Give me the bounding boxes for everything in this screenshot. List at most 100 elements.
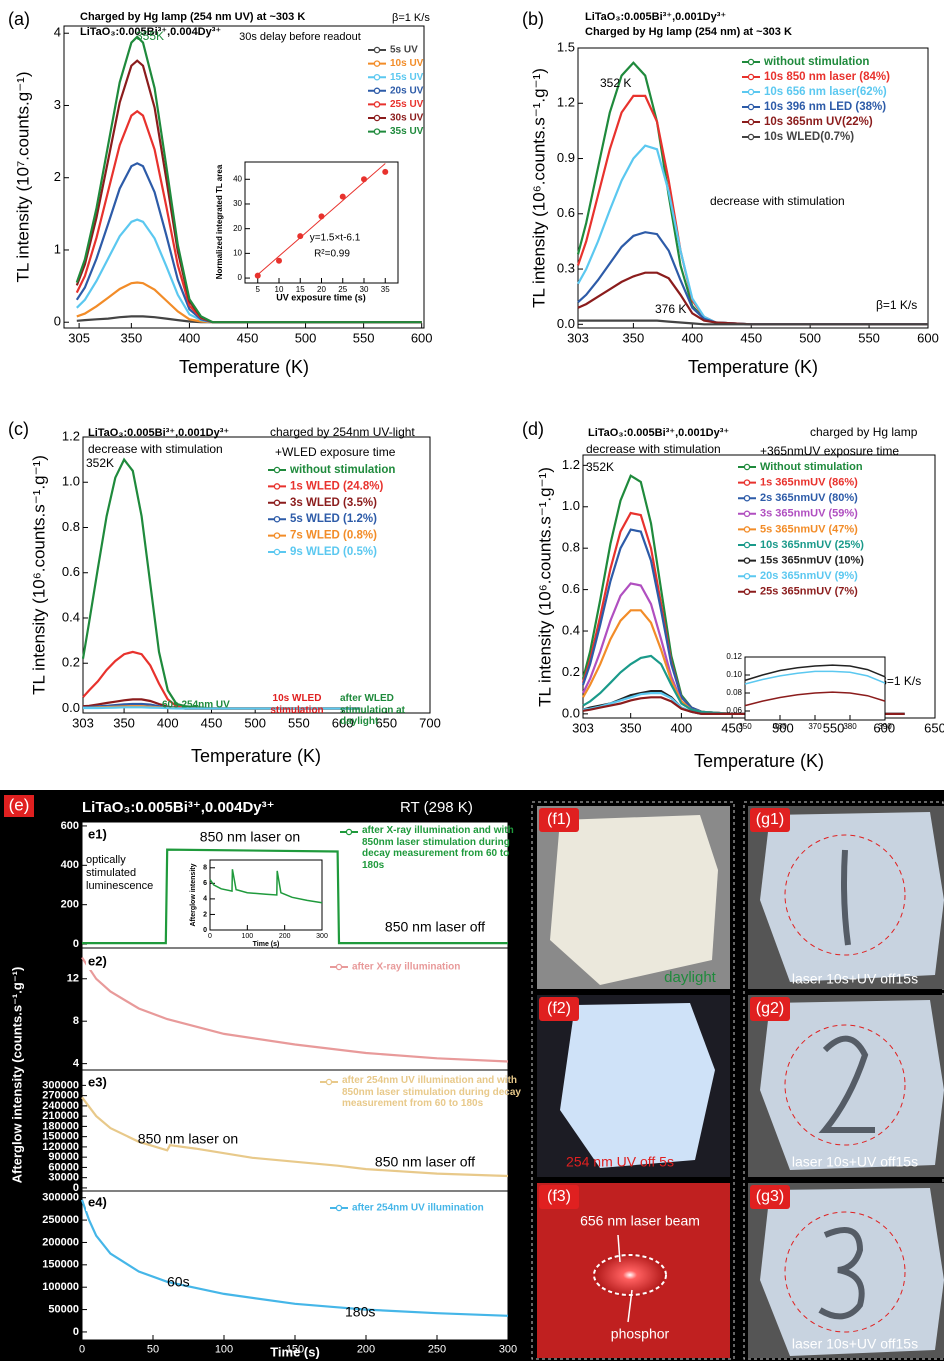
photo-label: (g3): [756, 1188, 784, 1205]
photo-caption: daylight: [664, 969, 717, 986]
legend-label: without stimulation: [289, 464, 395, 476]
legend-marker: [273, 499, 281, 507]
x-tick-label: 305: [68, 330, 90, 345]
x-tick-label: 450: [201, 715, 223, 730]
panel-label: (c): [8, 419, 29, 439]
plot-area: [81, 1069, 509, 1192]
legend-label: 20s 365nmUV (9%): [760, 570, 858, 582]
legend-label: 15s UV: [390, 72, 424, 83]
plot-area: [81, 1190, 509, 1341]
photo-label: (f3): [547, 1188, 571, 1205]
series-line: [81, 1096, 509, 1178]
legend-marker: [747, 58, 755, 66]
label-bg: [86, 827, 110, 843]
y-tick-label: 1.0: [62, 474, 80, 489]
x-tick-label: 550: [823, 720, 845, 735]
legend-label: 10s 396 nm LED (38%): [764, 101, 886, 113]
x-tick-label: 35: [381, 285, 390, 294]
legend-label: 2s 365nmUV (80%): [760, 492, 858, 504]
legend-marker: [335, 963, 343, 971]
photo-caption: phosphor: [611, 1326, 670, 1342]
y-tick-label: 0.2: [562, 664, 580, 679]
x-tick-label: 100: [215, 1343, 233, 1355]
legend-label: 9s WLED (0.5%): [290, 546, 377, 558]
panel-label: (d): [522, 419, 544, 439]
x-tick-label: 50: [147, 1343, 159, 1355]
x-tick-label: 250: [428, 1343, 446, 1355]
legend-marker: [373, 87, 381, 95]
y-tick-label: 0: [73, 1326, 79, 1338]
legend-label: 35s UV: [390, 126, 424, 137]
panel-label: e1): [88, 826, 107, 841]
series-line: [744, 670, 886, 685]
legend-label: without stimulation: [763, 56, 869, 68]
condition: RT (298 K): [400, 799, 473, 816]
written-1: [841, 849, 851, 946]
series-line: [75, 35, 422, 324]
x-tick-label: 350: [738, 722, 752, 731]
annotation: 376 K: [655, 302, 686, 316]
y-tick-label: 8: [203, 865, 207, 872]
y-tick-label: 2: [203, 911, 207, 918]
legend-label: 10s 850 nm laser (84%): [764, 71, 890, 83]
circle: [784, 1211, 906, 1333]
y-tick-label: 0: [54, 314, 61, 329]
x-axis-label: Temperature (K): [179, 357, 309, 377]
arrow: [617, 1234, 621, 1263]
label-box: [539, 997, 579, 1021]
annotation: 60s: [167, 1274, 190, 1290]
y-tick-label: 300000: [42, 1192, 79, 1204]
y-tick-label: 4: [203, 896, 207, 903]
y-tick-label: 0: [238, 273, 243, 282]
x-tick-label: 300: [499, 1343, 517, 1355]
point: [382, 168, 389, 175]
photo-caption: 656 nm laser beam: [580, 1213, 700, 1229]
y-tick-label: 0.0: [62, 700, 80, 715]
plot-area: [577, 47, 929, 329]
y-tick-label: 250000: [42, 1214, 79, 1226]
x-tick-label: 150: [286, 1343, 304, 1355]
plot-area: [209, 859, 323, 931]
x-tick-label: 370: [808, 722, 822, 731]
legend-marker: [373, 60, 381, 67]
panel-label: (b): [522, 9, 544, 29]
chart-title: LiTaO₃:0.005Bi³⁺,0.001Dy³⁺: [585, 11, 726, 23]
photo-label: (f1): [547, 811, 571, 828]
panel-label: (a): [8, 9, 30, 29]
legend-marker: [273, 532, 281, 539]
label-box: [4, 795, 34, 817]
legend-marker: [373, 114, 381, 122]
x-tick-label: 30: [360, 285, 369, 294]
point: [318, 213, 325, 220]
x-tick-label: 350: [620, 720, 642, 735]
legend-marker: [743, 588, 751, 596]
circle: [593, 1254, 667, 1296]
y-axis-label: Normalized integrated TL area: [215, 164, 224, 279]
y-tick-label: 10: [233, 248, 242, 257]
legend-marker: [743, 541, 751, 549]
y-tick-label: 0.08: [726, 688, 742, 697]
x-tick-label: 450: [237, 330, 259, 345]
x-axis-label: UV exposure time (s): [276, 292, 366, 302]
frame: [531, 801, 735, 1360]
annotation: charged by 254nm UV-light: [270, 425, 415, 439]
annotation: 180s: [345, 1304, 375, 1320]
point: [297, 233, 304, 240]
series-line: [578, 319, 928, 326]
legend-label: 5s 365nmUV (47%): [760, 523, 858, 535]
y-axis-label: TL intensity (10⁶.counts.s⁻¹.g⁻¹): [29, 455, 48, 695]
legend-label: 10s 656 nm laser(62%): [764, 86, 887, 98]
annotation: 352 K: [600, 76, 631, 90]
y-tick-label: 0.8: [562, 540, 580, 555]
legend-label: 3s 365nmUV (59%): [760, 508, 858, 520]
y-tick-label: 0.4: [562, 622, 580, 637]
x-tick-label: 360: [773, 722, 787, 731]
legend-label: after X-ray illumination and with 850nm …: [362, 825, 514, 871]
photo-label: (f2): [547, 1000, 571, 1017]
legend-marker: [373, 73, 381, 81]
y-tick-label: 4: [73, 1058, 80, 1070]
legend-label: 15s 365nmUV (10%): [760, 555, 864, 567]
x-axis-label: Temperature (K): [694, 751, 824, 771]
annotation: after WLED stimulation at daylight: [340, 693, 406, 727]
y-tick-label: 1.2: [557, 95, 575, 110]
